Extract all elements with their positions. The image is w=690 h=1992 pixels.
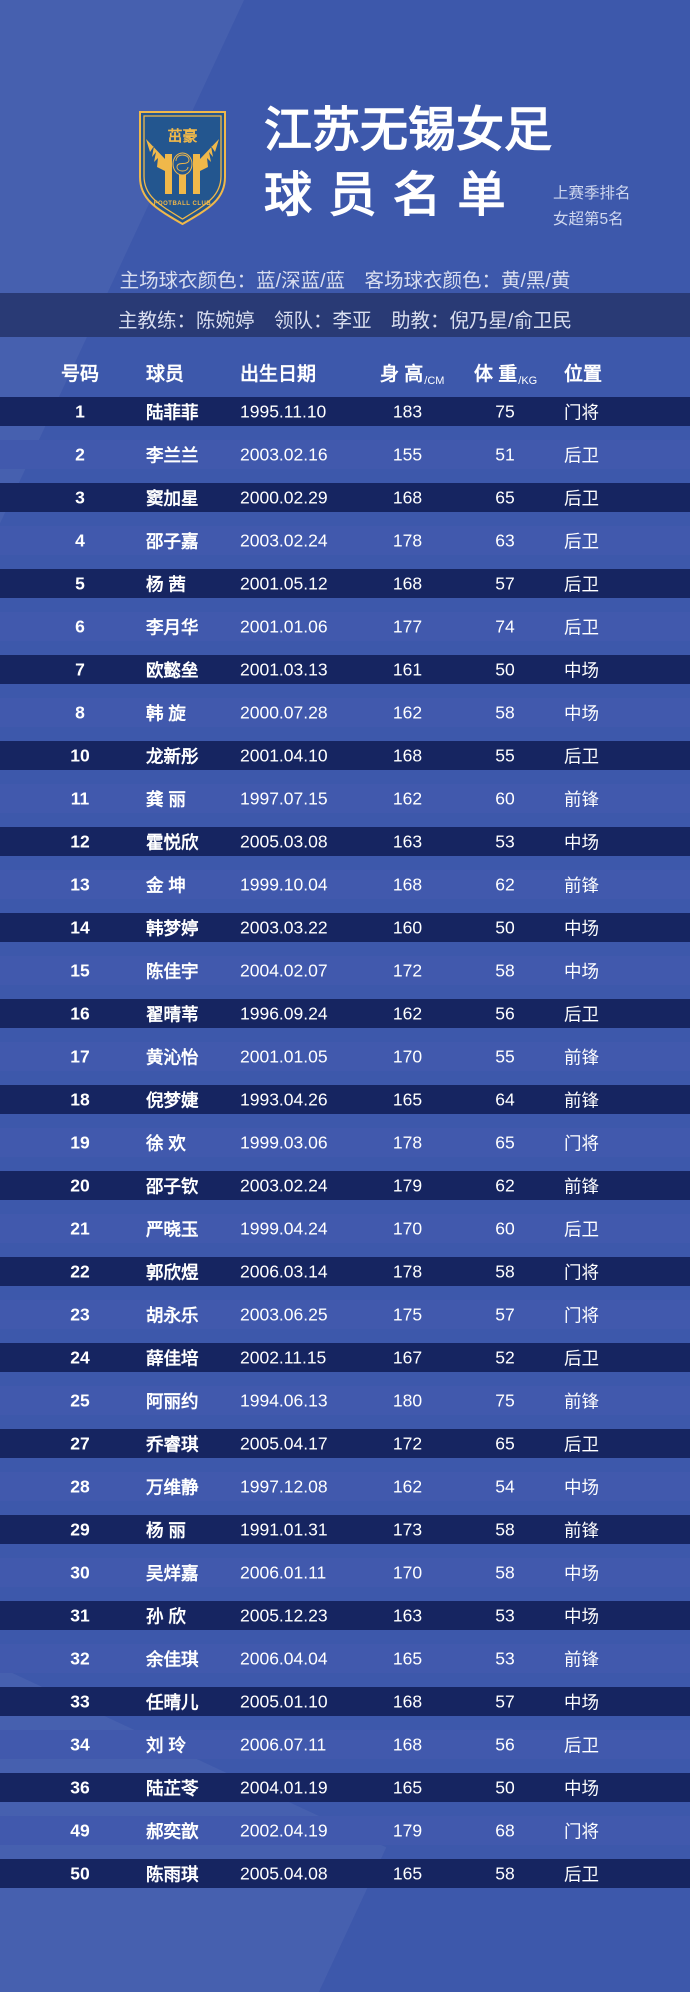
svg-text:茁豪: 茁豪 bbox=[167, 127, 197, 145]
svg-text:FOOTBALL CLUB: FOOTBALL CLUB bbox=[154, 201, 212, 207]
